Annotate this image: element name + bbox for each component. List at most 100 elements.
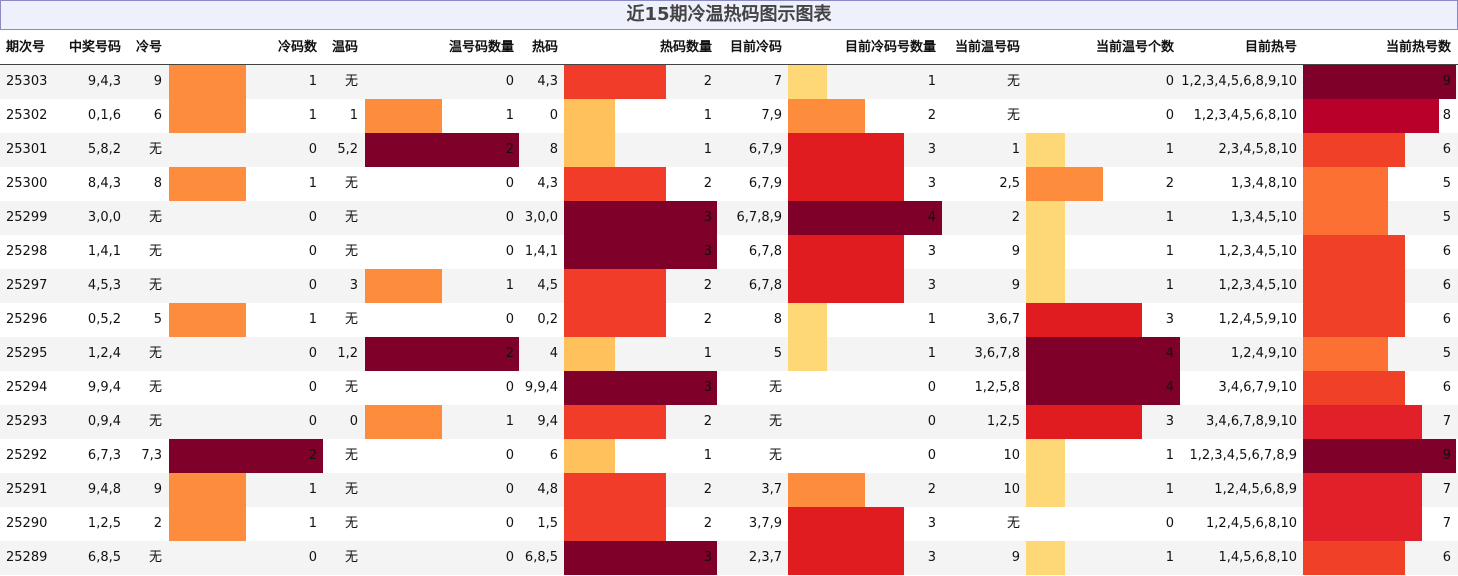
cell-period: 25295 — [6, 346, 48, 361]
bar-cur-warm-count — [1026, 235, 1065, 269]
cell-cur-cold-count: 0 — [927, 380, 936, 395]
column-header-warm: 温码 — [331, 40, 358, 55]
cell-winning: 6,7,3 — [87, 448, 121, 463]
cell-cur-warm: 1,2,5 — [986, 414, 1020, 429]
cell-cold-count: 1 — [308, 176, 317, 191]
cell-warm: 无 — [344, 210, 358, 225]
cell-cur-hot-count: 6 — [1442, 278, 1451, 293]
bar-cur-warm-count — [1026, 269, 1065, 303]
cell-cur-warm-count: 0 — [1165, 108, 1174, 123]
bar-warm-count — [365, 405, 442, 439]
cell-cur-warm-count: 3 — [1165, 312, 1174, 327]
cell-cur-warm-count: 1 — [1165, 278, 1174, 293]
cell-cur-cold-count: 3 — [927, 278, 936, 293]
cell-cold-count: 1 — [308, 74, 317, 89]
cell-hot: 4,3 — [537, 176, 558, 191]
cell-winning: 8,4,3 — [87, 176, 121, 191]
column-header-cur-warm: 当前温号码 — [954, 40, 1020, 55]
cell-cur-warm-count: 1 — [1165, 550, 1174, 565]
cell-cold-count: 1 — [308, 516, 317, 531]
bar-hot-count — [564, 303, 666, 337]
cell-cur-hot-count: 9 — [1442, 448, 1451, 463]
cell-period: 25298 — [6, 244, 48, 259]
cell-warm-count: 0 — [505, 74, 514, 89]
cell-winning: 1,2,4 — [87, 346, 121, 361]
cell-cur-hot: 1,3,4,8,10 — [1230, 176, 1297, 191]
bar-cur-warm-count — [1026, 201, 1065, 235]
bar-cur-hot-count — [1303, 269, 1405, 303]
cell-winning: 4,5,3 — [87, 278, 121, 293]
bar-warm-count — [365, 133, 519, 167]
cell-hot-count: 3 — [703, 210, 712, 225]
bar-cur-hot-count — [1303, 167, 1388, 201]
cell-cur-cold: 6,7,8,9 — [736, 210, 782, 225]
cell-warm-count: 0 — [505, 448, 514, 463]
cell-cur-warm: 2,5 — [999, 176, 1020, 191]
cell-warm-count: 0 — [505, 244, 514, 259]
bar-hot-count — [564, 167, 666, 201]
cell-winning: 6,8,5 — [87, 550, 121, 565]
cell-hot: 6,8,5 — [524, 550, 558, 565]
bar-cur-cold-count — [788, 99, 865, 133]
cell-cur-hot-count: 8 — [1442, 108, 1451, 123]
cell-cur-cold-count: 3 — [927, 142, 936, 157]
cell-cur-warm: 9 — [1011, 278, 1020, 293]
bar-cold-count — [169, 439, 323, 473]
cell-cold: 9 — [153, 74, 162, 89]
table-row — [0, 405, 1458, 439]
cell-hot-count: 2 — [703, 74, 712, 89]
cell-cur-hot-count: 7 — [1442, 482, 1451, 497]
cell-warm: 1 — [349, 108, 358, 123]
bar-cur-cold-count — [788, 303, 827, 337]
bar-cur-warm-count — [1026, 133, 1065, 167]
cell-hot-count: 2 — [703, 414, 712, 429]
bar-cold-count — [169, 167, 246, 201]
cell-cold-count: 2 — [308, 448, 317, 463]
cell-cur-hot: 1,2,3,4,5,10 — [1218, 278, 1297, 293]
cell-warm-count: 0 — [505, 312, 514, 327]
bar-cur-hot-count — [1303, 303, 1405, 337]
bar-cur-warm-count — [1026, 405, 1142, 439]
cell-cur-cold-count: 1 — [927, 312, 936, 327]
cell-cold-count: 0 — [308, 278, 317, 293]
cell-cur-cold-count: 2 — [927, 108, 936, 123]
bar-hot-count — [564, 65, 666, 99]
cell-cur-warm-count: 1 — [1165, 142, 1174, 157]
cell-cur-cold-count: 0 — [927, 448, 936, 463]
cell-cur-cold: 5 — [773, 346, 782, 361]
cell-cur-cold-count: 3 — [927, 516, 936, 531]
bar-warm-count — [365, 269, 442, 303]
cell-warm: 无 — [344, 550, 358, 565]
cell-cur-warm: 3,6,7 — [986, 312, 1020, 327]
table-row — [0, 371, 1458, 405]
cell-cur-hot-count: 6 — [1442, 312, 1451, 327]
cell-warm-count: 0 — [505, 210, 514, 225]
cell-cur-warm: 3,6,7,8 — [974, 346, 1020, 361]
cell-hot-count: 1 — [703, 108, 712, 123]
cell-period: 25299 — [6, 210, 48, 225]
cell-warm-count: 2 — [505, 142, 514, 157]
bar-cur-warm-count — [1026, 541, 1065, 575]
cell-winning: 0,1,6 — [87, 108, 121, 123]
bar-warm-count — [365, 99, 442, 133]
cell-cur-hot-count: 5 — [1442, 210, 1451, 225]
cell-cold-count: 0 — [308, 414, 317, 429]
cell-cur-warm: 1,2,5,8 — [974, 380, 1020, 395]
cell-cold: 7,3 — [141, 448, 162, 463]
bar-cold-count — [169, 99, 246, 133]
cell-period: 25289 — [6, 550, 48, 565]
cell-period: 25301 — [6, 142, 48, 157]
cell-warm: 3 — [349, 278, 358, 293]
bar-cur-hot-count — [1303, 473, 1422, 507]
cell-hot: 6 — [549, 448, 558, 463]
cell-hot: 4,3 — [537, 74, 558, 89]
cell-cur-cold: 3,7,9 — [748, 516, 782, 531]
bar-cur-warm-count — [1026, 167, 1103, 201]
bar-cur-cold-count — [788, 65, 827, 99]
cell-hot: 9,9,4 — [524, 380, 558, 395]
bar-cur-hot-count — [1303, 337, 1388, 371]
cell-cur-cold-count: 2 — [927, 482, 936, 497]
bar-hot-count — [564, 405, 666, 439]
cell-period: 25303 — [6, 74, 48, 89]
